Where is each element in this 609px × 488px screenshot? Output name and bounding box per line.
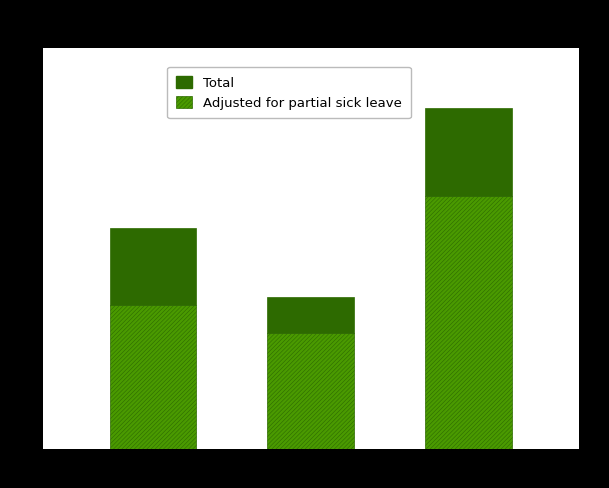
Bar [110,305,196,449]
Bar [267,333,354,449]
Bar [425,109,512,197]
Legend: Total, Adjusted for partial sick leave: Total, Adjusted for partial sick leave [167,67,411,119]
Bar [110,229,196,305]
Bar [267,297,354,333]
Bar [425,197,512,449]
